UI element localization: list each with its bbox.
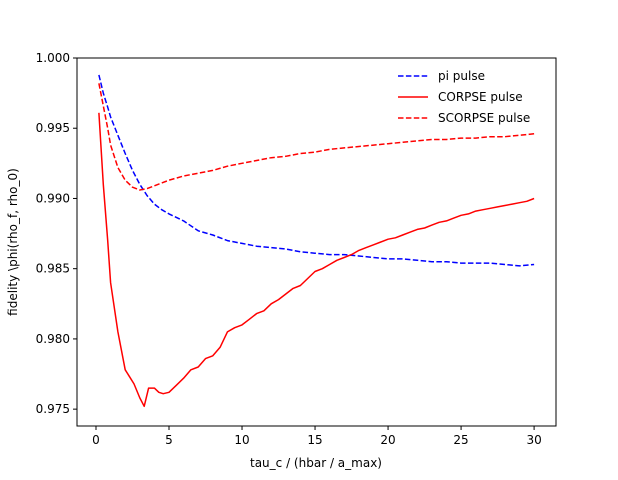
- x-tick-label: 20: [380, 433, 395, 447]
- y-tick-label: 0.980: [36, 332, 70, 346]
- x-axis-label: tau_c / (hbar / a_max): [250, 456, 382, 470]
- y-tick-label: 0.975: [36, 402, 70, 416]
- x-tick-label: 30: [526, 433, 541, 447]
- legend-label: CORPSE pulse: [438, 90, 523, 104]
- x-tick-label: 10: [234, 433, 249, 447]
- y-axis: 0.975 0.980 0.985 0.990 0.995 1.000: [36, 51, 77, 416]
- plot-frame: [76, 57, 557, 427]
- x-axis: 0 5 10 15 20 25 30: [92, 426, 542, 447]
- y-tick-label: 0.995: [36, 121, 70, 135]
- series-line-2: [98, 83, 535, 191]
- legend-label: pi pulse: [438, 69, 485, 83]
- series-line-0: [98, 74, 535, 267]
- series-line-1: [98, 112, 535, 408]
- legend: pi pulse CORPSE pulse SCORPSE pulse: [398, 69, 530, 125]
- y-tick-label: 1.000: [36, 51, 70, 65]
- y-tick-label: 0.990: [36, 191, 70, 205]
- legend-label: SCORPSE pulse: [438, 111, 530, 125]
- series-layer: [98, 74, 535, 408]
- x-tick-label: 0: [92, 433, 100, 447]
- y-tick-label: 0.985: [36, 262, 70, 276]
- y-axis-label: fidelity \phi(rho_f, rho_0): [6, 168, 20, 316]
- x-tick-label: 15: [307, 433, 322, 447]
- x-tick-label: 5: [165, 433, 173, 447]
- x-tick-label: 25: [453, 433, 468, 447]
